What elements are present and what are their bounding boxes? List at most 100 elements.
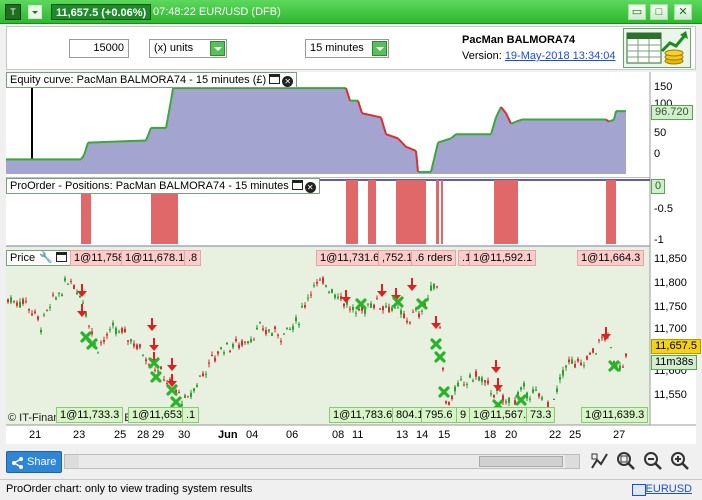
units-select[interactable]: (x) units bbox=[149, 39, 227, 58]
candle-body bbox=[214, 357, 216, 362]
candle-body bbox=[538, 393, 540, 397]
panel-maximize-icon[interactable] bbox=[55, 252, 67, 262]
candle-body bbox=[202, 373, 204, 377]
status-text: ProOrder chart: only to view trading sys… bbox=[6, 483, 253, 495]
positions-value-tag: 0 bbox=[651, 179, 666, 194]
candle-body bbox=[283, 333, 285, 335]
positions-panel-label: ProOrder - Positions: PacMan BALMORA74 -… bbox=[6, 178, 320, 194]
candle-body bbox=[253, 339, 255, 341]
sell-arrow-head bbox=[407, 285, 417, 291]
close-position-icon bbox=[392, 296, 404, 308]
candle-body bbox=[541, 397, 543, 400]
positions-y-tick: -1 bbox=[654, 234, 664, 246]
candle-body bbox=[259, 322, 261, 324]
price-panel-label: Price 🔧 bbox=[6, 250, 71, 266]
zoom-out-button[interactable] bbox=[642, 450, 666, 474]
app-icon: T bbox=[5, 4, 21, 20]
candle-body bbox=[142, 355, 144, 357]
zoom-in-button[interactable] bbox=[669, 450, 693, 474]
panel-close-icon[interactable]: ✕ bbox=[304, 182, 316, 193]
candle-body bbox=[256, 327, 258, 330]
chart-area: Equity curve: PacMan BALMORA74 - 15 minu… bbox=[6, 72, 702, 444]
candle-body bbox=[547, 402, 549, 407]
close-position-icon bbox=[608, 360, 620, 372]
candle-body bbox=[565, 365, 567, 368]
candle-body bbox=[466, 384, 468, 386]
sell-arrow-head bbox=[147, 325, 157, 331]
panel-close-icon[interactable]: ✕ bbox=[282, 76, 294, 87]
instrument-menu-chevron-icon[interactable] bbox=[28, 5, 42, 19]
zoom-fit-button[interactable] bbox=[615, 450, 639, 474]
candle-body bbox=[169, 379, 171, 383]
x-tick: 29 bbox=[152, 429, 165, 441]
candle-body bbox=[403, 313, 405, 319]
candle-body bbox=[247, 341, 249, 344]
maximize-button[interactable]: □ bbox=[650, 4, 668, 20]
price-y-tick: 11,750 bbox=[654, 301, 687, 313]
scroll-right-icon[interactable] bbox=[565, 455, 579, 468]
candle-body bbox=[136, 344, 138, 349]
candle-body bbox=[436, 286, 438, 288]
x-tick: 14 bbox=[416, 429, 429, 441]
order-tag: .1 bbox=[182, 407, 200, 423]
system-toolbar: 15000 (x) units 15 minutes PacMan BALMOR… bbox=[6, 26, 696, 70]
version-date-link[interactable]: 19-May-2018 13:34:04 bbox=[504, 50, 616, 62]
candle-body bbox=[238, 344, 240, 349]
share-button[interactable]: Share bbox=[6, 451, 62, 473]
candle-body bbox=[610, 347, 612, 349]
scrollbar-thumb[interactable] bbox=[479, 456, 563, 467]
minimize-button[interactable]: ▭ bbox=[628, 4, 646, 20]
close-position-icon bbox=[150, 371, 162, 383]
candle-body bbox=[589, 352, 591, 355]
chevron-down-icon bbox=[210, 41, 225, 56]
equity-segment bbox=[515, 118, 523, 123]
sell-arrow-head bbox=[493, 385, 503, 391]
order-tag: .8 bbox=[184, 250, 202, 266]
x-tick: 08 bbox=[332, 429, 345, 441]
candle-body bbox=[28, 308, 30, 311]
candle-body bbox=[139, 344, 141, 348]
candle-body bbox=[313, 284, 315, 286]
timeframe-select[interactable]: 15 minutes bbox=[305, 39, 389, 58]
price-y-tick: 11,850 bbox=[654, 253, 687, 265]
candle-body bbox=[373, 304, 375, 309]
candle-body bbox=[118, 331, 120, 333]
candle-body bbox=[271, 333, 273, 336]
candle-body bbox=[61, 294, 63, 297]
candle-body bbox=[127, 340, 129, 342]
order-tag: 1@11,678.1 bbox=[121, 250, 189, 266]
close-button[interactable]: ✕ bbox=[674, 4, 692, 20]
panel-maximize-icon[interactable] bbox=[269, 74, 281, 84]
candle-body bbox=[160, 366, 162, 370]
candle-body bbox=[37, 316, 39, 320]
equity-segment bbox=[165, 100, 172, 129]
candle-body bbox=[496, 388, 498, 391]
candle-body bbox=[325, 285, 327, 287]
equity-segment bbox=[510, 120, 517, 125]
wrench-icon[interactable]: 🔧 bbox=[39, 252, 53, 264]
candle-body bbox=[487, 380, 489, 384]
trading-system-logo[interactable] bbox=[623, 28, 691, 68]
draw-tool-button[interactable] bbox=[588, 450, 612, 474]
position-bar bbox=[494, 180, 518, 244]
candle-body bbox=[514, 400, 516, 405]
candle-body bbox=[307, 297, 309, 299]
equity-segment bbox=[83, 142, 89, 156]
candle-body bbox=[268, 329, 270, 332]
x-tick: 22 bbox=[549, 429, 562, 441]
candle-body bbox=[67, 283, 69, 285]
instrument-link[interactable]: EURUSD bbox=[645, 483, 692, 495]
candle-body bbox=[349, 308, 351, 310]
quantity-input[interactable]: 15000 bbox=[69, 39, 129, 58]
time-scrollbar[interactable] bbox=[64, 454, 580, 469]
candle-body bbox=[106, 334, 108, 336]
candle-body bbox=[601, 336, 603, 338]
candle-body bbox=[115, 328, 117, 334]
title-bar: T 11,657.5 (+0.06%) 07:48:22 EUR/USD (DF… bbox=[0, 0, 702, 24]
equity-segment bbox=[605, 118, 610, 123]
candle-body bbox=[505, 401, 507, 403]
scroll-left-icon[interactable] bbox=[65, 455, 79, 468]
order-tag: 1@11,592.1 bbox=[469, 250, 537, 266]
panel-maximize-icon[interactable] bbox=[291, 180, 303, 190]
candle-body bbox=[121, 328, 123, 333]
